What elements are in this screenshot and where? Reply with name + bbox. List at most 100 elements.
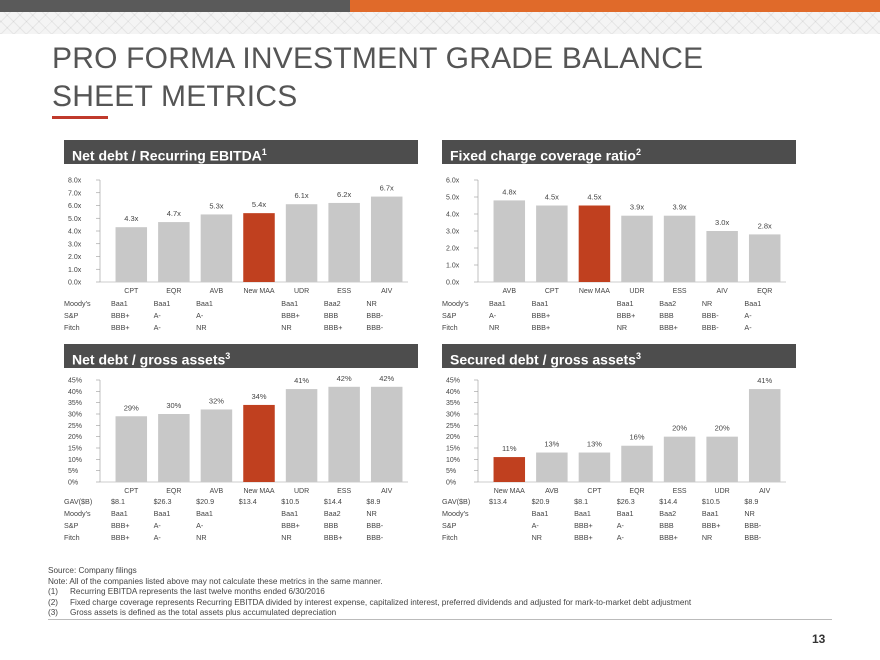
table-cell: A- [744, 323, 752, 332]
table-cell: Baa1 [154, 299, 171, 308]
table-cell: BBB+ [659, 533, 678, 542]
table-cell: BBB+ [532, 311, 551, 320]
data-label: 11% [502, 444, 517, 453]
table-cell: A- [154, 311, 162, 320]
title-underline [52, 116, 108, 119]
bar-eqr [748, 234, 781, 282]
chart-title-text: Secured debt / gross assets [450, 351, 636, 368]
x-tick-label: AIV [759, 488, 771, 495]
table-cell: BBB [659, 521, 674, 530]
x-tick-label: AIV [381, 288, 393, 295]
y-tick-label: 1.0x [446, 263, 460, 270]
footnote-text: Gross assets is defined as the total ass… [70, 608, 337, 618]
bar-new-maa [493, 457, 526, 482]
table-cell: NR [366, 509, 376, 518]
table-cell: BBB+ [324, 533, 343, 542]
table-cell: Baa2 [659, 509, 676, 518]
table-cell: Baa1 [617, 299, 634, 308]
chart-title: Net debt / Recurring EBITDA1 [64, 140, 418, 164]
y-tick-label: 10% [446, 457, 460, 464]
table-cell: A- [489, 311, 497, 320]
table-row-label: Fitch [64, 533, 80, 542]
y-tick-label: 40% [446, 389, 460, 396]
footnote-2: (2) Fixed charge coverage represents Recu… [48, 598, 691, 609]
data-label: 30% [166, 401, 181, 410]
table-row-label: Fitch [442, 323, 458, 332]
y-tick-label: 7.0x [68, 190, 82, 197]
x-tick-label: New MAA [579, 288, 610, 295]
table-cell: Baa1 [574, 509, 591, 518]
data-label: 20% [672, 424, 687, 433]
y-tick-label: 5% [68, 468, 78, 475]
bar-udr [285, 389, 318, 482]
data-label: 5.4x [252, 200, 266, 209]
table-cell: Baa1 [744, 299, 761, 308]
chart-svg: 0.0x 1.0x 2.0x 3.0x 4.0x 5.0x 6.0x 7.0x 8.0x 4.3x… [64, 178, 408, 332]
table-cell: BBB- [744, 521, 761, 530]
y-tick-label: 0.0x [68, 280, 82, 287]
x-tick-label: CPT [545, 288, 560, 295]
x-tick-label: New MAA [243, 488, 274, 495]
table-cell: NR [702, 299, 712, 308]
chart-panel-net-debt-gross-assets: Net debt / gross assets3 0% 5% 10% 15% 20% 25… [64, 344, 418, 542]
table-cell: A- [532, 521, 540, 530]
table-row-label: S&P [64, 311, 79, 320]
y-tick-label: 8.0x [68, 178, 82, 185]
chart-panel-fixed-charge-coverage: Fixed charge coverage ratio2 0.0x 1.0x 2.0… [442, 140, 796, 336]
y-tick-label: 25% [446, 423, 460, 430]
bar-aiv [370, 386, 403, 482]
data-label: 16% [629, 433, 644, 442]
bar-aiv [748, 389, 781, 482]
y-tick-label: 20% [446, 434, 460, 441]
source-note: Source: Company filings [48, 566, 137, 575]
x-tick-label: CPT [587, 488, 602, 495]
table-row-label: S&P [442, 311, 457, 320]
bar-eqr [158, 222, 190, 282]
y-tick-label: 15% [68, 446, 82, 453]
table-cell: BBB- [366, 323, 383, 332]
chart-svg: 0.0x 1.0x 2.0x 3.0x 4.0x 5.0x 6.0x 4.8x AVB 4.5x C… [442, 178, 786, 332]
table-cell: Baa1 [196, 509, 213, 518]
y-tick-label: 2.0x [446, 246, 460, 253]
y-tick-label: 15% [446, 446, 460, 453]
table-cell: $26.3 [617, 497, 635, 506]
table-cell: $10.5 [702, 497, 720, 506]
chart-title-footnote: 3 [635, 351, 641, 361]
table-cell: NR [196, 533, 206, 542]
data-label: 13% [587, 440, 602, 449]
data-label: 4.5x [587, 193, 601, 202]
x-tick-label: AVB [545, 488, 559, 495]
top-bar [0, 0, 880, 12]
bar-cpt [115, 416, 148, 482]
table-row-label: Moody's [64, 299, 91, 308]
table-cell: BBB- [366, 311, 383, 320]
table-cell: BBB- [366, 521, 383, 530]
y-tick-label: 30% [68, 412, 82, 419]
y-tick-label: 25% [68, 423, 82, 430]
x-tick-label: AVB [503, 288, 517, 295]
footnote-number: (2) [48, 597, 59, 607]
table-row-label: S&P [442, 521, 457, 530]
x-tick-label: EQR [629, 488, 644, 495]
table-cell: Baa1 [111, 509, 128, 518]
table-cell: NR [366, 299, 376, 308]
data-label: 5.3x [209, 201, 223, 210]
footnote-number: (1) [48, 587, 59, 597]
y-tick-label: 35% [446, 400, 460, 407]
table-cell: A- [154, 521, 162, 530]
bar-udr [621, 215, 653, 282]
y-tick-label: 5.0x [446, 195, 460, 202]
table-cell: BBB- [702, 311, 719, 320]
chart-title: Fixed charge coverage ratio2 [442, 140, 796, 164]
y-tick-label: 1.0x [68, 267, 82, 274]
disclaimer-note: Note: All of the companies listed above … [48, 576, 383, 586]
header-pattern [0, 12, 880, 34]
data-label: 3.0x [715, 218, 729, 227]
x-tick-label: AVB [210, 288, 224, 295]
bar-eqr [158, 414, 190, 482]
table-cell: $20.9 [196, 497, 214, 506]
chart-title: Secured debt / gross assets3 [442, 344, 796, 368]
table-cell: $14.4 [659, 497, 677, 506]
table-cell: $8.1 [574, 497, 588, 506]
table-cell: $8.9 [366, 497, 380, 506]
